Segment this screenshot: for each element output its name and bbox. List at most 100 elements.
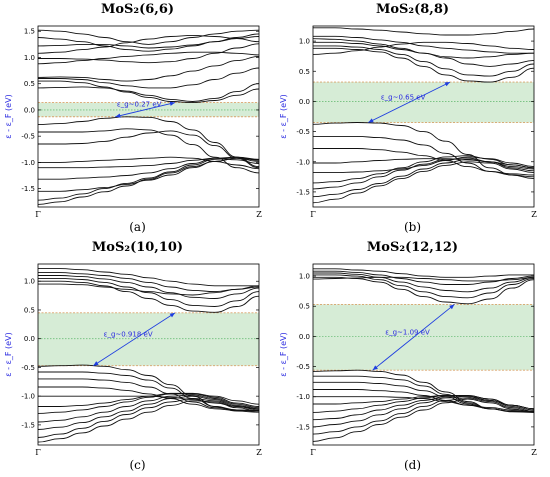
plot-frame: [312, 263, 535, 446]
valence-band-line: [313, 397, 534, 435]
band-plot: -1.5 -1.0 -0.5 0.0 0.5 1.0 Γ Zε - ε_F (eV) ε_g~0…: [279, 25, 537, 219]
plot-frame: [312, 25, 535, 208]
panel-title: MoS₂(6,6): [100, 2, 175, 17]
y-tick-label: -1.5: [21, 185, 35, 193]
panel-title: MoS₂(12,12): [366, 240, 459, 255]
conduction-band-line: [38, 277, 259, 307]
valence-band-line: [313, 155, 534, 184]
conduction-band-line: [38, 280, 259, 313]
band-plot: -1.5 -1.0 -0.5 0.0 0.5 1.0 Γ Zε - ε_F (eV) ε_g~0…: [4, 263, 262, 457]
valence-band-line: [38, 398, 259, 438]
valence-band-line: [38, 156, 259, 180]
valence-band-line: [38, 378, 259, 411]
conduction-band-line: [313, 45, 534, 77]
gap-region: [313, 82, 534, 123]
valence-band-line: [38, 157, 259, 205]
x-tick-label: Z: [256, 210, 262, 219]
bands: [38, 268, 259, 443]
y-tick-label: 1.0: [299, 38, 310, 46]
conduction-band-line: [313, 27, 534, 36]
conduction-band-line: [38, 83, 259, 102]
gap-label: ε_g~0.27 eV: [117, 101, 162, 109]
valence-band-line: [38, 386, 259, 412]
x-tick-label: Γ: [35, 448, 41, 457]
x-tick-label: Z: [531, 210, 537, 219]
gap-arrowhead: [93, 361, 99, 366]
valence-band-line: [38, 395, 259, 430]
gap-arrowhead: [368, 118, 374, 123]
y-tick-label: 0.5: [299, 68, 310, 76]
conduction-band-line: [38, 34, 259, 54]
y-tick-label: 0.5: [24, 306, 35, 314]
y-axis-label: ε - ε_F (eV): [4, 94, 13, 138]
valence-band-line: [38, 400, 259, 443]
x-tick-label: Z: [256, 448, 262, 457]
valence-band-line: [313, 158, 534, 198]
conduction-band-line: [313, 268, 534, 278]
gap-arrowhead: [169, 312, 176, 318]
x-tick-label: Z: [531, 448, 537, 457]
valence-band-line: [38, 156, 259, 170]
valence-band-line: [38, 371, 259, 412]
conduction-band-line: [38, 33, 259, 52]
y-tick-label: 1.0: [24, 54, 35, 62]
valence-band-line: [313, 161, 534, 204]
valence-band-line: [38, 130, 259, 169]
gap-arrow: [372, 304, 455, 371]
gap-region: [38, 312, 259, 366]
y-tick-label: -0.5: [21, 364, 35, 372]
conduction-band-line: [38, 272, 259, 293]
y-axis-label: ε - ε_F (eV): [4, 332, 13, 376]
y-axis-label: ε - ε_F (eV): [279, 94, 288, 138]
panel-caption: (c): [129, 458, 146, 472]
valence-band-line: [313, 148, 534, 176]
gap-label: ε_g~0.65 eV: [381, 93, 426, 101]
y-tick-label: -1.0: [296, 393, 310, 401]
y-tick-label: 0.5: [299, 303, 310, 311]
conduction-band-line: [313, 41, 534, 67]
gap-arrowhead: [372, 365, 378, 371]
valence-band-line: [313, 398, 534, 442]
valence-band-line: [38, 116, 259, 168]
y-tick-label: 0.0: [299, 333, 310, 341]
conduction-band-line: [313, 274, 534, 299]
valence-band-line: [313, 156, 534, 174]
conduction-band-line: [38, 43, 259, 64]
y-tick-label: 0.0: [24, 335, 35, 343]
gap-arrowhead: [169, 101, 176, 106]
y-tick-label: 0.0: [299, 98, 310, 106]
conduction-band-line: [38, 55, 259, 82]
panel-title: MoS₂(10,10): [91, 240, 184, 255]
panel-title: MoS₂(8,8): [375, 2, 450, 17]
y-tick-label: -0.5: [296, 128, 310, 136]
gap-label: ε_g~1.09 eV: [385, 328, 430, 336]
band-plot: -1.5 -1.0 -0.5 0.0 0.5 1.0 1.5 Γ Zε - ε_F (eV) ε_…: [4, 25, 262, 219]
y-tick-label: 1.5: [24, 28, 35, 36]
valence-band-line: [313, 389, 534, 413]
panel-caption: (a): [129, 220, 146, 234]
conduction-band-line: [313, 38, 534, 59]
bands: [38, 29, 259, 205]
y-tick-label: -1.5: [296, 188, 310, 196]
valence-band-line: [38, 394, 259, 423]
band-plot: -1.5 -1.0 -0.5 0.0 0.5 1.0 Γ Zε - ε_F (eV) ε_g~1…: [279, 263, 537, 457]
conduction-band-line: [38, 36, 259, 49]
gap-arrowhead: [115, 113, 121, 118]
x-tick-label: Γ: [35, 210, 41, 219]
valence-band-line: [313, 135, 534, 178]
x-tick-label: Γ: [310, 210, 316, 219]
conduction-band-line: [313, 270, 534, 285]
y-tick-label: -1.5: [21, 421, 35, 429]
conduction-band-line: [38, 29, 259, 45]
conduction-band-line: [38, 283, 259, 296]
gap-arrow: [115, 102, 176, 118]
gap-label: ε_g~0.918 eV: [104, 330, 153, 338]
y-tick-label: 1.0: [299, 273, 310, 281]
y-tick-label: -1.0: [21, 393, 35, 401]
gap-arrowhead: [444, 82, 451, 87]
gap-arrowhead: [449, 304, 455, 310]
valence-band-line: [38, 128, 259, 174]
